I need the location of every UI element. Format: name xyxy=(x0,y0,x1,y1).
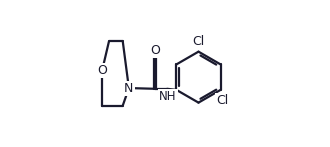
Text: O: O xyxy=(97,64,107,77)
Text: Cl: Cl xyxy=(192,35,205,48)
Text: Cl: Cl xyxy=(216,94,228,107)
Text: NH: NH xyxy=(159,90,177,103)
Text: O: O xyxy=(150,44,160,57)
Text: N: N xyxy=(124,82,134,95)
